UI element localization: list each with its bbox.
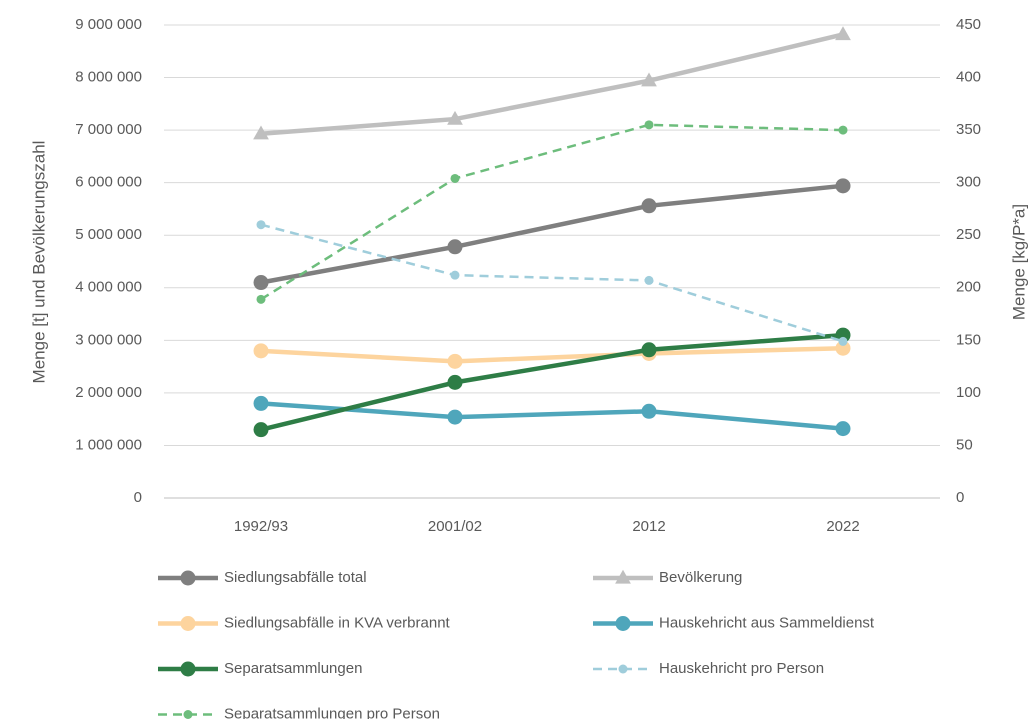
data-point <box>447 353 463 369</box>
legend-marker <box>180 661 196 677</box>
data-point <box>253 125 269 140</box>
series-line <box>260 332 844 432</box>
legend-label: Hauskehricht aus Sammeldienst <box>659 614 875 631</box>
y2-tick-label: 50 <box>956 436 973 453</box>
legend-marker <box>618 664 628 674</box>
x-tick-label: 2001/02 <box>428 518 482 535</box>
y2-tick-label: 0 <box>956 489 964 506</box>
y2-tick-label: 100 <box>956 384 981 401</box>
data-point <box>256 294 266 304</box>
y2-axis-label: Menge [kg/P*a] <box>1009 204 1028 320</box>
series-line <box>260 345 844 364</box>
y-tick-label: 8 000 000 <box>75 69 142 86</box>
data-point <box>253 422 269 438</box>
series-line <box>260 123 844 301</box>
legend-marker <box>180 616 196 631</box>
y-tick-label: 6 000 000 <box>75 174 142 191</box>
series-line <box>260 401 844 431</box>
data-point <box>450 270 460 280</box>
y2-tick-label: 450 <box>956 16 981 33</box>
data-point <box>253 395 269 411</box>
y2-tick-label: 350 <box>956 121 981 138</box>
data-point <box>253 343 269 359</box>
data-point <box>447 409 463 425</box>
legend-marker <box>615 616 631 631</box>
data-point <box>835 421 851 437</box>
y-tick-label: 2 000 000 <box>75 384 142 401</box>
series-line <box>260 183 844 285</box>
data-point <box>447 374 463 390</box>
data-point <box>641 342 657 358</box>
legend-label: Hauskehricht pro Person <box>659 660 824 677</box>
legend-label: Siedlungsabfälle total <box>224 569 367 586</box>
data-point <box>835 26 851 41</box>
y-tick-label: 5 000 000 <box>75 226 142 243</box>
data-point <box>641 72 657 87</box>
y-tick-label: 1 000 000 <box>75 436 142 453</box>
y-axis-label: Menge [t] und Bevölkerungszahl <box>29 141 48 384</box>
x-tick-label: 2012 <box>632 518 665 535</box>
data-point <box>644 275 654 285</box>
y2-tick-label: 300 <box>956 174 981 191</box>
data-point <box>447 110 463 125</box>
legend-label: Separatsammlungen <box>224 660 362 677</box>
y-tick-label: 3 000 000 <box>75 331 142 348</box>
data-point <box>256 220 266 230</box>
series-line <box>260 223 844 343</box>
data-point <box>835 327 851 343</box>
data-point <box>641 403 657 419</box>
data-point <box>838 336 848 346</box>
x-tick-label: 2022 <box>826 518 859 535</box>
legend-label: Siedlungsabfälle in KVA verbrannt <box>224 614 451 631</box>
legend-marker <box>615 569 631 584</box>
data-point <box>641 198 657 214</box>
data-point <box>644 120 654 130</box>
legend-label: Separatsammlungen pro Person <box>224 705 440 719</box>
y-tick-label: 9 000 000 <box>75 16 142 33</box>
y2-tick-label: 250 <box>956 226 981 243</box>
x-tick-label: 1992/93 <box>234 518 288 535</box>
y-tick-label: 7 000 000 <box>75 121 142 138</box>
data-point <box>447 239 463 255</box>
legend-marker <box>183 710 193 719</box>
data-point <box>450 173 460 183</box>
series-line <box>260 32 844 137</box>
data-point <box>835 340 851 356</box>
data-point <box>253 275 269 291</box>
legend-label: Bevölkerung <box>659 569 742 586</box>
y2-tick-label: 200 <box>956 279 981 296</box>
y2-tick-label: 400 <box>956 69 981 86</box>
legend-marker <box>180 570 196 586</box>
y2-tick-label: 150 <box>956 331 981 348</box>
data-point <box>835 178 851 194</box>
data-point <box>838 125 848 135</box>
y-tick-label: 4 000 000 <box>75 279 142 296</box>
y-tick-label: 0 <box>134 489 142 506</box>
